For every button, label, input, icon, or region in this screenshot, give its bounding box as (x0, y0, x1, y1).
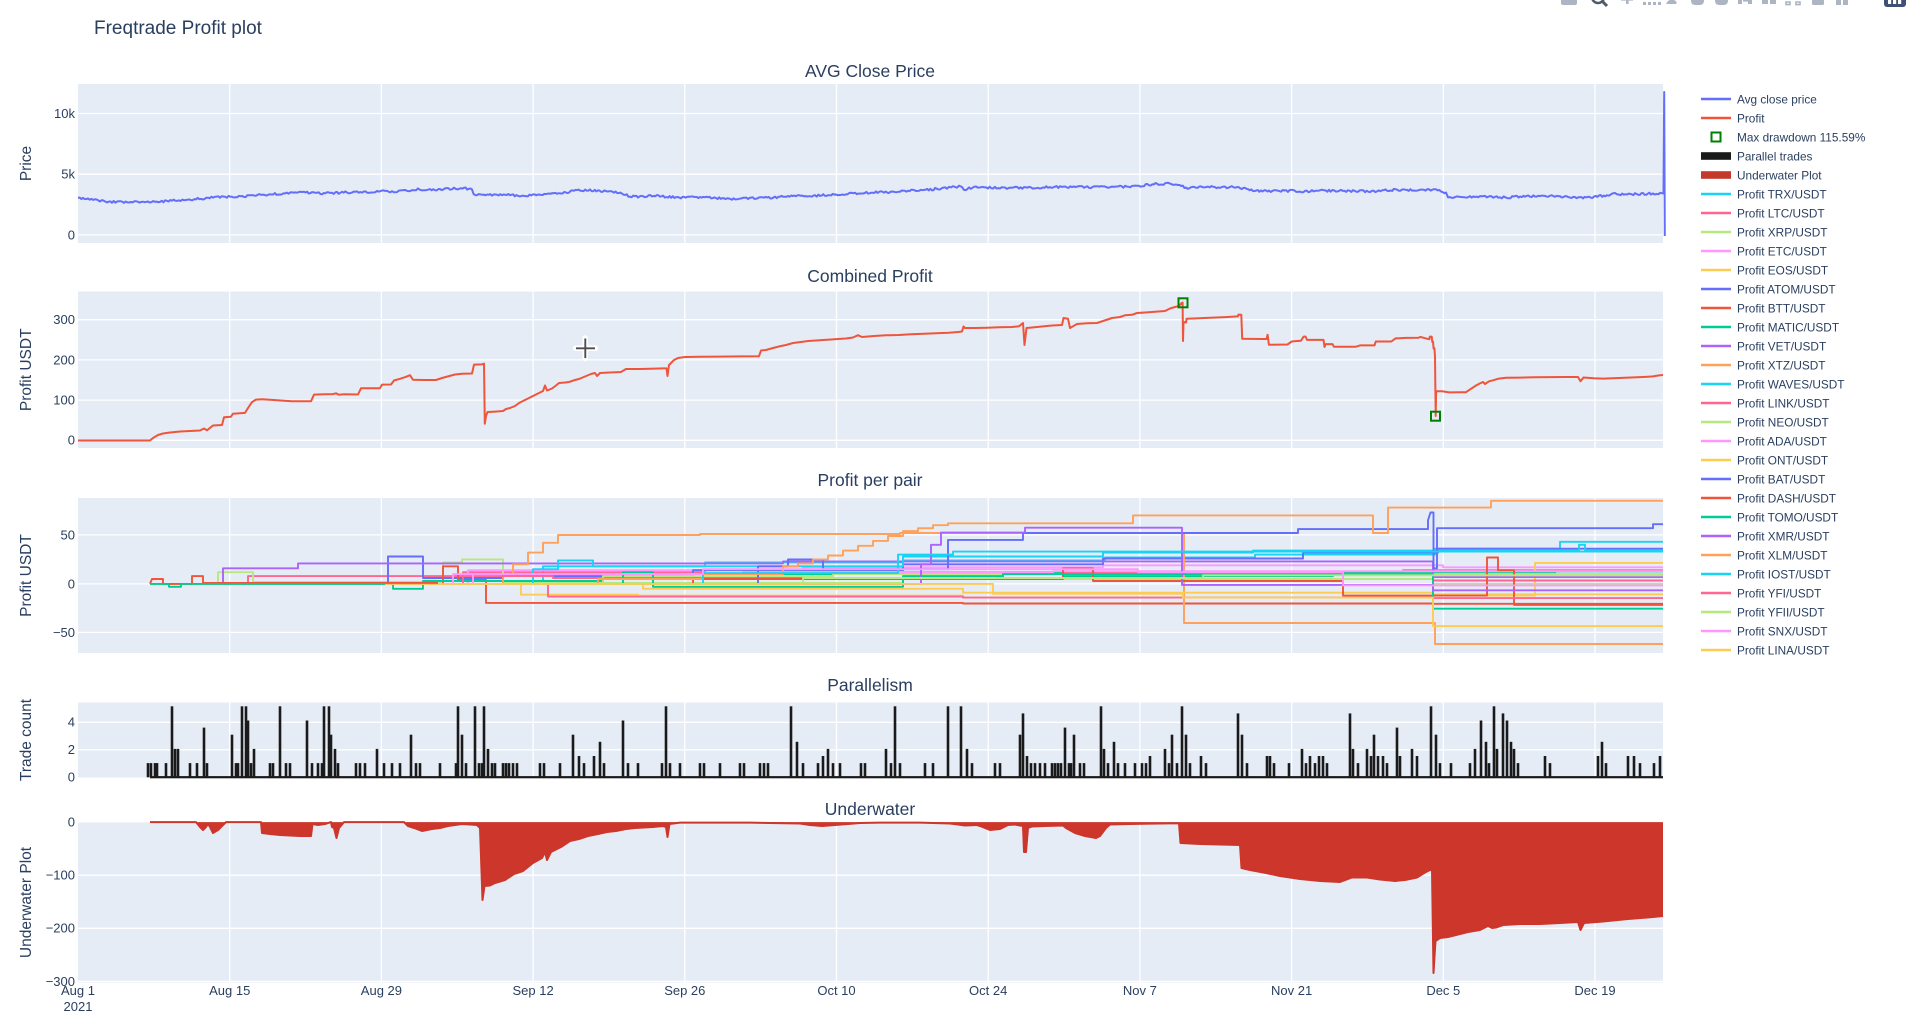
svg-text:−300: −300 (46, 974, 75, 989)
svg-text:Underwater: Underwater (825, 799, 916, 819)
svg-text:4: 4 (68, 715, 75, 730)
svg-text:Profit EOS/USDT: Profit EOS/USDT (1737, 263, 1828, 277)
svg-text:Underwater Plot: Underwater Plot (18, 846, 35, 958)
svg-text:Combined Profit: Combined Profit (807, 266, 933, 286)
svg-text:Profit TRX/USDT: Profit TRX/USDT (1737, 187, 1827, 201)
svg-text:Price: Price (18, 146, 35, 181)
svg-text:−50: −50 (53, 625, 75, 640)
svg-text:Parallel trades: Parallel trades (1737, 149, 1813, 163)
svg-text:Profit SNX/USDT: Profit SNX/USDT (1737, 624, 1827, 638)
svg-text:10k: 10k (54, 106, 75, 121)
svg-text:Profit: Profit (1737, 111, 1765, 125)
svg-text:Profit USDT: Profit USDT (18, 328, 35, 411)
svg-text:Aug 29: Aug 29 (361, 983, 402, 998)
svg-text:Profit BAT/USDT: Profit BAT/USDT (1737, 472, 1825, 486)
svg-text:Profit ADA/USDT: Profit ADA/USDT (1737, 434, 1827, 448)
svg-text:Avg close price: Avg close price (1737, 92, 1817, 106)
svg-text:Profit MATIC/USDT: Profit MATIC/USDT (1737, 320, 1839, 334)
svg-text:Oct 10: Oct 10 (817, 983, 855, 998)
svg-text:0: 0 (68, 433, 75, 448)
svg-text:Profit NEO/USDT: Profit NEO/USDT (1737, 415, 1829, 429)
svg-text:Profit XRP/USDT: Profit XRP/USDT (1737, 225, 1827, 239)
svg-text:50: 50 (61, 527, 75, 542)
svg-text:Profit XMR/USDT: Profit XMR/USDT (1737, 529, 1829, 543)
svg-text:Profit XTZ/USDT: Profit XTZ/USDT (1737, 358, 1825, 372)
svg-text:Max drawdown 115.59%: Max drawdown 115.59% (1737, 130, 1866, 144)
svg-text:0: 0 (68, 770, 75, 785)
svg-text:Oct 24: Oct 24 (969, 983, 1007, 998)
svg-text:Aug 1: Aug 1 (61, 983, 95, 998)
svg-text:Profit ATOM/USDT: Profit ATOM/USDT (1737, 282, 1836, 296)
svg-text:Profit VET/USDT: Profit VET/USDT (1737, 339, 1826, 353)
svg-text:Sep 12: Sep 12 (512, 983, 553, 998)
svg-text:Profit TOMO/USDT: Profit TOMO/USDT (1737, 510, 1838, 524)
svg-text:100: 100 (53, 393, 75, 408)
svg-text:5k: 5k (61, 167, 75, 182)
svg-text:0: 0 (68, 576, 75, 591)
svg-text:Sep 26: Sep 26 (664, 983, 705, 998)
svg-text:2: 2 (68, 742, 75, 757)
svg-text:2021: 2021 (64, 999, 93, 1014)
svg-text:Profit USDT: Profit USDT (18, 534, 35, 617)
svg-text:0: 0 (68, 815, 75, 830)
svg-text:200: 200 (53, 352, 75, 367)
svg-text:Parallelism: Parallelism (827, 675, 913, 695)
svg-text:Profit per pair: Profit per pair (817, 470, 922, 490)
svg-text:Profit WAVES/USDT: Profit WAVES/USDT (1737, 377, 1845, 391)
svg-text:Profit DASH/USDT: Profit DASH/USDT (1737, 491, 1836, 505)
svg-text:Aug 15: Aug 15 (209, 983, 250, 998)
svg-text:300: 300 (53, 312, 75, 327)
svg-text:Nov 7: Nov 7 (1123, 983, 1157, 998)
svg-text:Profit BTT/USDT: Profit BTT/USDT (1737, 301, 1825, 315)
svg-text:−200: −200 (46, 921, 75, 936)
svg-text:Underwater Plot: Underwater Plot (1737, 168, 1822, 182)
svg-text:Profit YFII/USDT: Profit YFII/USDT (1737, 605, 1825, 619)
svg-text:Freqtrade Profit plot: Freqtrade Profit plot (94, 18, 263, 39)
svg-text:Dec 5: Dec 5 (1426, 983, 1460, 998)
svg-text:0: 0 (68, 227, 75, 242)
svg-text:Profit XLM/USDT: Profit XLM/USDT (1737, 548, 1827, 562)
svg-text:Profit ONT/USDT: Profit ONT/USDT (1737, 453, 1828, 467)
svg-text:Profit ETC/USDT: Profit ETC/USDT (1737, 244, 1827, 258)
svg-text:Profit YFI/USDT: Profit YFI/USDT (1737, 586, 1821, 600)
svg-text:Nov 21: Nov 21 (1271, 983, 1312, 998)
svg-text:AVG Close Price: AVG Close Price (805, 61, 935, 81)
svg-text:Profit LINK/USDT: Profit LINK/USDT (1737, 396, 1829, 410)
svg-text:Profit LTC/USDT: Profit LTC/USDT (1737, 206, 1825, 220)
svg-text:Trade count: Trade count (18, 698, 35, 781)
svg-text:Profit LINA/USDT: Profit LINA/USDT (1737, 643, 1829, 657)
svg-text:Profit IOST/USDT: Profit IOST/USDT (1737, 567, 1831, 581)
svg-text:−100: −100 (46, 868, 75, 883)
svg-text:Dec 19: Dec 19 (1574, 983, 1615, 998)
